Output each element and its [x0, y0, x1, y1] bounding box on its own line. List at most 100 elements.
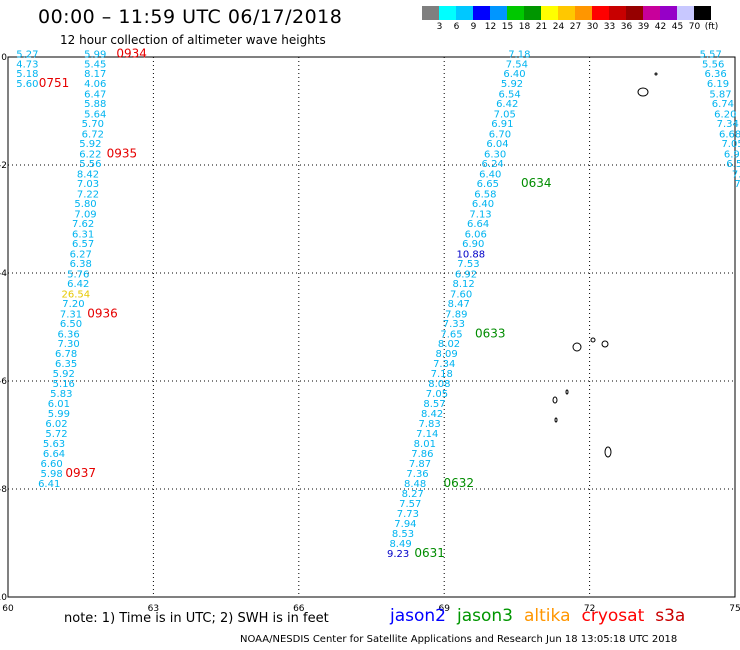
- wave-height-value: 6.64: [43, 449, 65, 460]
- wave-height-value: 8.48: [404, 479, 426, 490]
- x-tick-label: 60: [2, 604, 14, 614]
- wave-height-value: 6.72: [82, 129, 104, 140]
- wave-height-value: 8.17: [84, 69, 106, 80]
- wave-height-value: 6.42: [67, 279, 89, 290]
- island-outline: [604, 446, 612, 458]
- wave-height-value: 5.56: [79, 159, 101, 170]
- wave-height-value: 6.47: [84, 90, 106, 101]
- wave-height-value: 7.94: [394, 519, 416, 530]
- color-scale-label: 3: [436, 22, 443, 32]
- wave-height-value: 6.20: [714, 109, 736, 120]
- color-scale-label: 45: [671, 22, 684, 32]
- color-swatch: [422, 6, 439, 20]
- color-scale-bar: [422, 6, 711, 20]
- color-scale-label: 30: [586, 22, 599, 32]
- wave-height-value: 7.34: [717, 119, 739, 130]
- color-scale-label: 15: [501, 22, 514, 32]
- color-scale-label: 70: [688, 22, 701, 32]
- plot-frame: [7, 56, 736, 598]
- wave-height-value: 7.83: [419, 419, 441, 430]
- wave-height-value: 7.13: [469, 209, 491, 220]
- y-tick-label: -2: [0, 161, 7, 171]
- pass-time-label: 0751: [39, 76, 70, 90]
- wave-height-value: 6.27: [70, 249, 92, 260]
- wave-height-value: 6.64: [467, 219, 489, 230]
- wave-height-value: 6.40: [479, 169, 501, 180]
- wave-height-value: 6.92: [455, 269, 477, 280]
- color-scale-label: 6: [453, 22, 460, 32]
- wave-height-value: 6.01: [48, 399, 70, 410]
- wave-height-value: 5.63: [43, 439, 65, 450]
- wave-height-value: 6.74: [712, 99, 734, 110]
- wave-height-value: 6.40: [503, 69, 525, 80]
- island-outline: [590, 337, 596, 343]
- wave-height-value: 6.36: [57, 329, 79, 340]
- island-outline: [601, 340, 609, 348]
- wave-height-value: 7.54: [506, 59, 528, 70]
- x-tick-label: 66: [293, 604, 305, 614]
- wave-height-value: 5.99: [48, 409, 70, 420]
- wave-height-value: 5.80: [74, 199, 96, 210]
- wave-height-value: 5.87: [709, 90, 731, 101]
- wave-height-value: 7.33: [443, 319, 465, 330]
- wave-height-value: 7.18: [508, 50, 530, 61]
- color-swatch: [541, 6, 558, 20]
- wave-height-value: 7.31: [60, 309, 82, 320]
- color-scale-label: 9: [470, 22, 477, 32]
- wave-height-value: 8.49: [389, 539, 411, 550]
- wave-height-value: 6.41: [38, 479, 60, 490]
- wave-height-value: 7.22: [77, 189, 99, 200]
- wave-height-value: 7.05: [494, 109, 516, 120]
- wave-height-value: 6.24: [482, 159, 504, 170]
- wave-height-value: 6.35: [55, 359, 77, 370]
- color-scale-label: 27: [569, 22, 582, 32]
- wave-height-value: 7.05: [426, 389, 448, 400]
- pass-time-label: 0632: [443, 476, 474, 490]
- island-outline: [637, 87, 649, 97]
- footnote: note: 1) Time is in UTC; 2) SWH is in fe…: [64, 611, 329, 626]
- legend-entry: cryosat: [581, 606, 645, 626]
- y-tick-label: -8: [0, 485, 7, 495]
- color-swatch: [558, 6, 575, 20]
- wave-height-value: 7.60: [450, 289, 472, 300]
- color-scale-label: 24: [552, 22, 565, 32]
- wave-height-value: 6.04: [486, 139, 508, 150]
- color-scale-label: 42: [654, 22, 667, 32]
- island-outline: [654, 72, 658, 76]
- wave-height-value: 5.70: [82, 119, 104, 130]
- wave-height-value: 7.65: [440, 329, 462, 340]
- pass-time-label: 0937: [65, 466, 96, 480]
- y-tick-label: -4: [0, 269, 7, 279]
- wave-height-value: 5.83: [50, 389, 72, 400]
- color-scale-label: (ft): [704, 22, 719, 32]
- wave-height-value: 5.92: [79, 139, 101, 150]
- color-swatch: [626, 6, 643, 20]
- wave-height-value: 7.57: [399, 499, 421, 510]
- wave-height-value: 26.54: [62, 289, 91, 300]
- wave-height-value: 7.1: [734, 179, 740, 190]
- color-swatch: [609, 6, 626, 20]
- x-tick-label: 75: [729, 604, 740, 614]
- wave-height-value: 7.36: [406, 469, 428, 480]
- wave-height-value: 6.65: [477, 179, 499, 190]
- wave-height-value: 7.89: [445, 309, 467, 320]
- pass-time-label: 0934: [116, 47, 147, 61]
- wave-height-value: 7.53: [457, 259, 479, 270]
- wave-height-value: 5.16: [53, 379, 75, 390]
- wave-height-value: 5.57: [700, 50, 722, 61]
- wave-height-value: 6.38: [70, 259, 92, 270]
- pass-time-label: 0633: [475, 326, 506, 340]
- wave-height-value: 7.87: [409, 459, 431, 470]
- wave-height-value: 7.73: [397, 509, 419, 520]
- wave-height-value: 6.30: [484, 149, 506, 160]
- wave-height-value: 8.02: [438, 339, 460, 350]
- wave-height-value: 6.70: [489, 129, 511, 140]
- wave-height-value: 5.60: [16, 79, 38, 90]
- pass-time-label: 0634: [521, 176, 552, 190]
- wave-height-value: 5.88: [84, 99, 106, 110]
- page-subtitle: 12 hour collection of altimeter wave hei…: [60, 33, 326, 47]
- wave-height-value: 6.54: [498, 90, 520, 101]
- wave-height-value: 5.72: [45, 429, 67, 440]
- color-swatch: [473, 6, 490, 20]
